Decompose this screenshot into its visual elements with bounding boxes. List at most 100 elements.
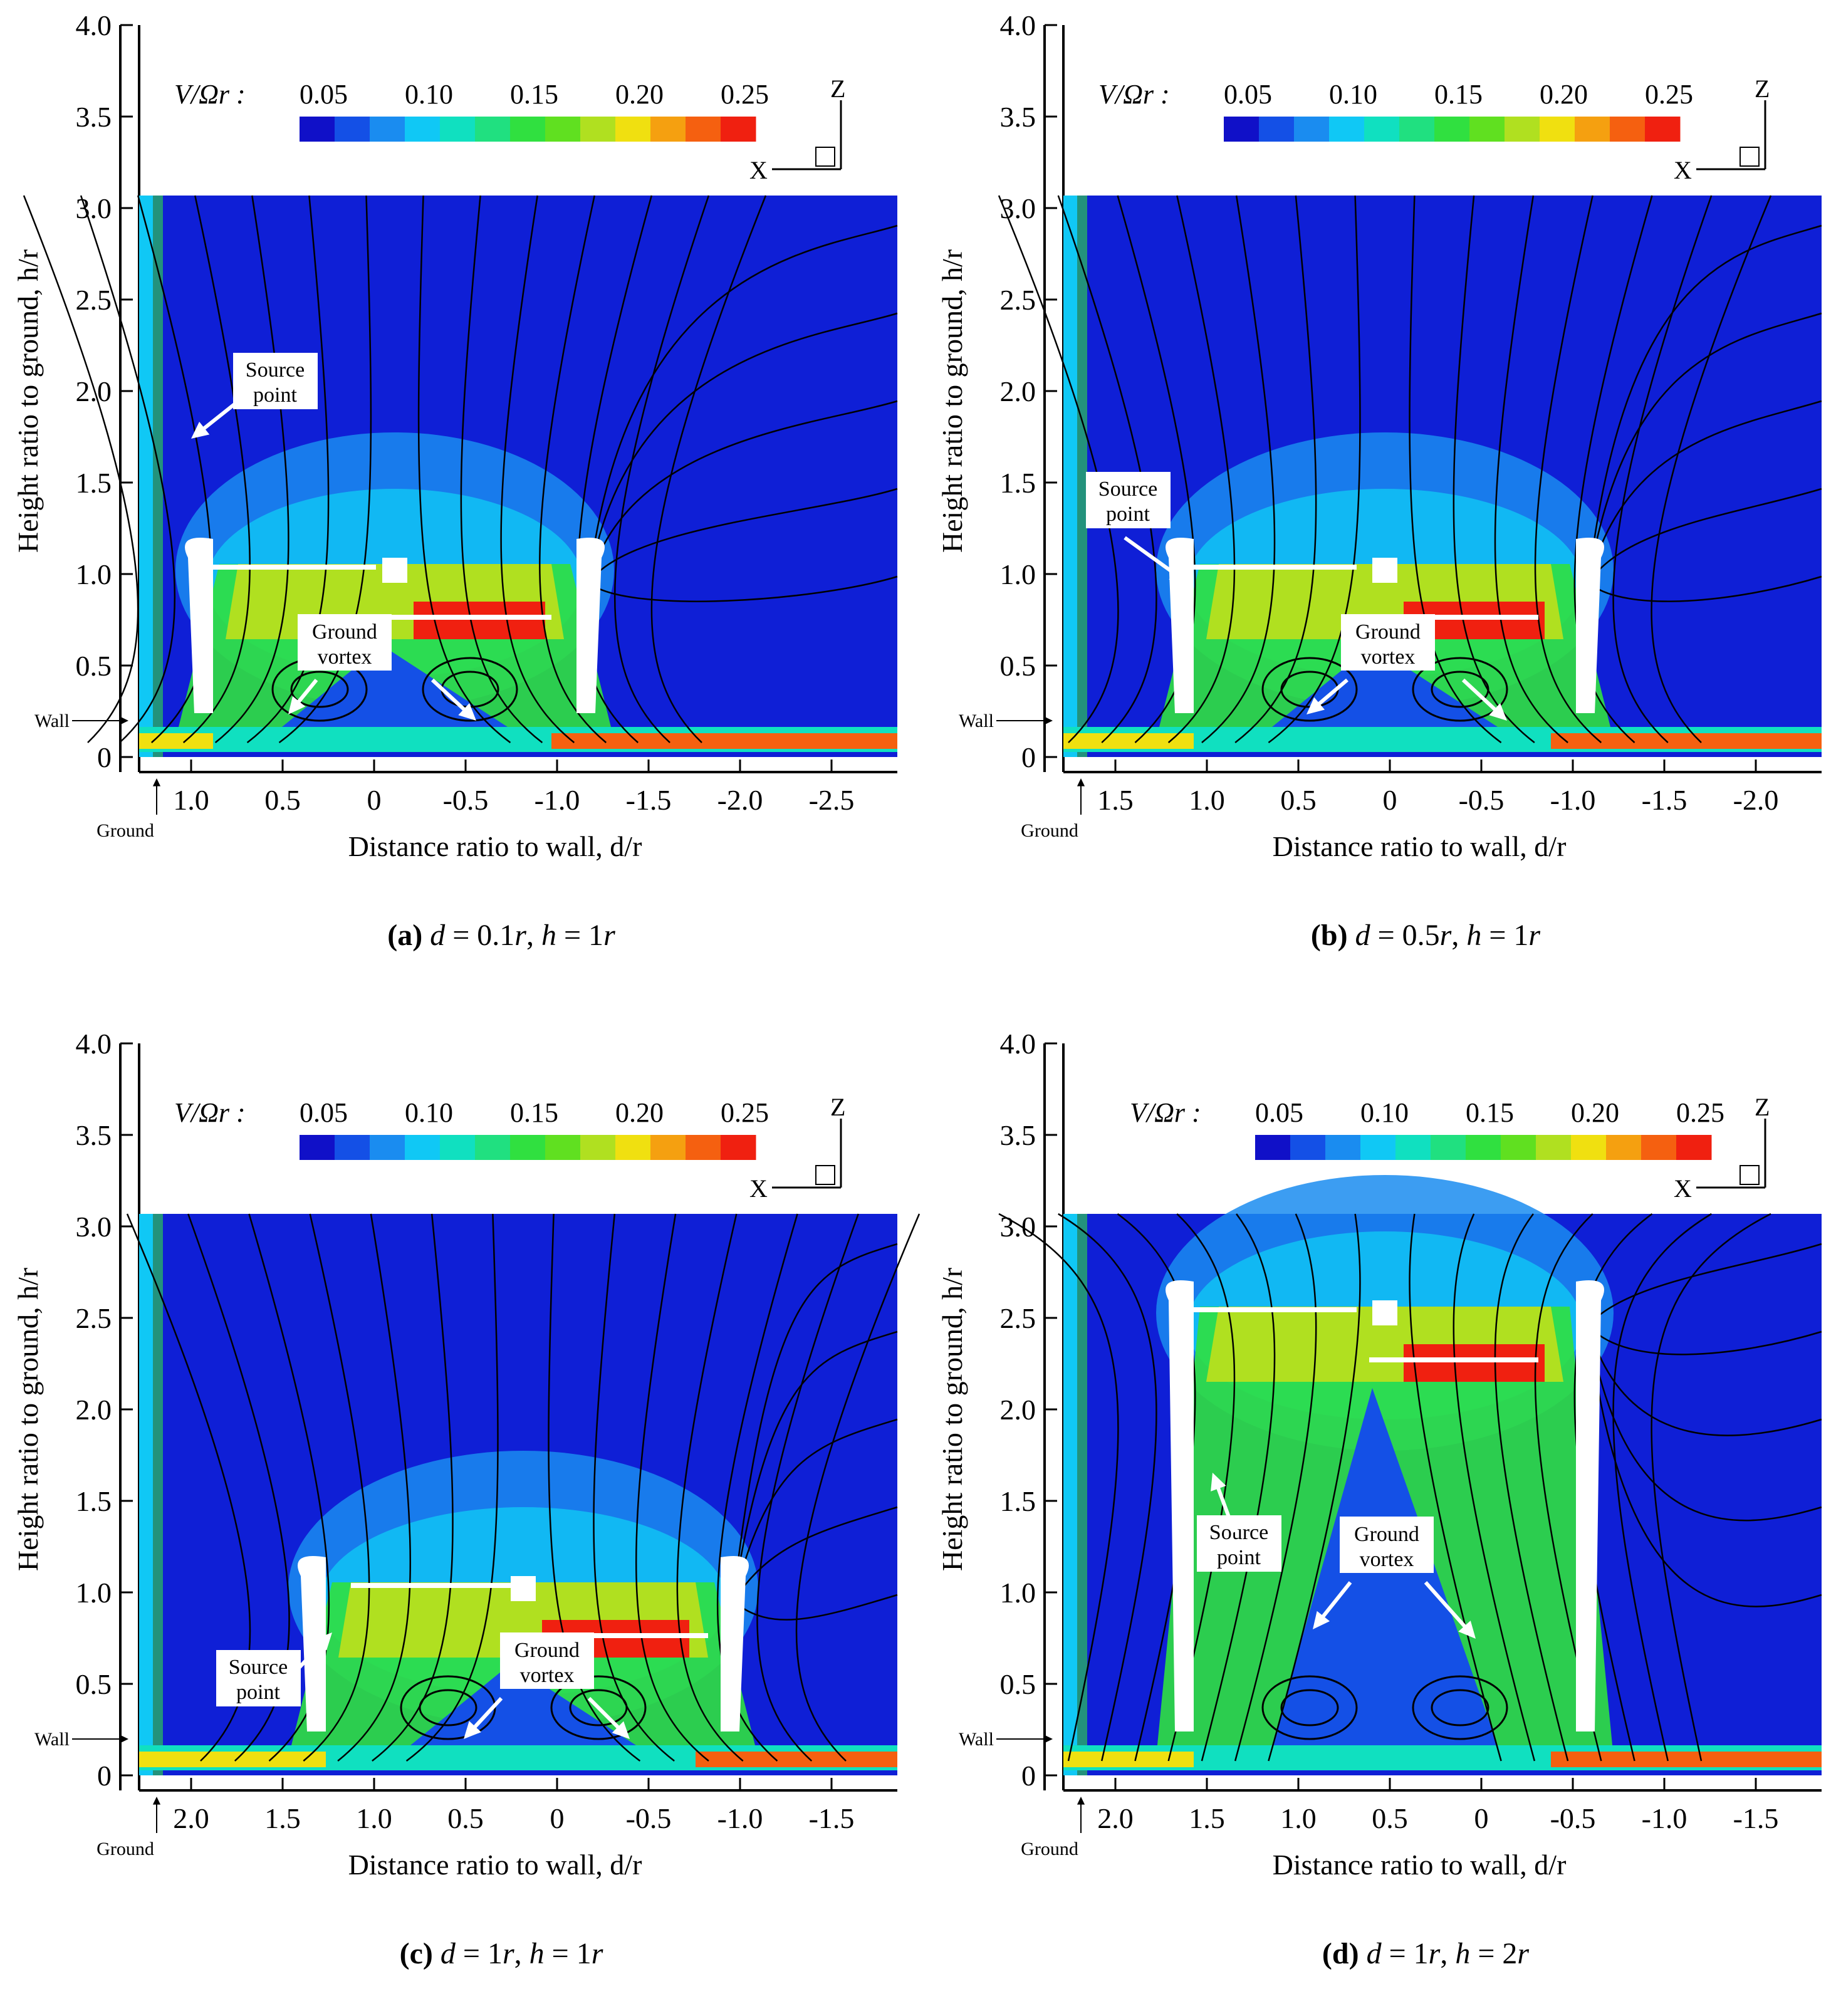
figure-svg: Height ratio to ground, h/r4.03.53.02.52… (12, 9, 898, 862)
colorbar-segment (545, 1135, 581, 1160)
x-tick-label: -0.5 (626, 1802, 672, 1834)
arrow-head (1489, 703, 1507, 721)
ground-vortex-label-line1: Ground (1354, 1523, 1419, 1546)
caption-part: h (541, 919, 556, 952)
arrow-head (1307, 697, 1325, 714)
streamline (756, 1213, 859, 1762)
streamline (187, 1213, 290, 1762)
colorbar-tick-label: 0.05 (300, 79, 348, 110)
colorbar-tick-label: 0.20 (1540, 79, 1588, 110)
ground-vortex-label-line2: vortex (1360, 1548, 1414, 1571)
colorbar-segment (475, 1135, 511, 1160)
wall-label: Wall (34, 1729, 70, 1750)
y-tick-label: 0.5 (76, 650, 112, 682)
y-tick-label: 4.0 (1000, 9, 1036, 41)
y-tick-label: 3.0 (76, 1211, 112, 1243)
streamline (23, 195, 139, 743)
x-axis-label: X (1674, 156, 1692, 184)
y-axis-label: Height ratio to ground, h/r (12, 1268, 44, 1571)
rotor-hub (1372, 558, 1397, 583)
source-point-box (1086, 472, 1171, 528)
streamline-outer (588, 575, 898, 602)
colorbar-segment (580, 117, 616, 142)
colorbar-segment (1575, 117, 1610, 142)
x-tick-label: 1.0 (356, 1802, 392, 1834)
panel-d: Height ratio to ground, h/r 4.0 3.5 3.0 2.5 2… (924, 1018, 1827, 2002)
arrow-head (1211, 1473, 1226, 1491)
streamline (80, 195, 176, 743)
colorbar-segment (1505, 117, 1540, 142)
x-tick-label: -1.0 (717, 1802, 763, 1834)
x-axis-label: Distance ratio to wall, d/r (348, 1849, 642, 1881)
caption-part: r (1439, 919, 1452, 952)
colorbar-segment (510, 1135, 546, 1160)
y-tick-label: 1.5 (76, 1485, 112, 1517)
colorbar-segment (475, 117, 511, 142)
streamline (539, 195, 607, 743)
wall-jet-layer (139, 196, 153, 757)
y-tick-label: 2.5 (1000, 1302, 1036, 1334)
x-axis-label: Distance ratio to wall, d/r (1273, 1849, 1567, 1881)
caption-letter: (a) (387, 919, 423, 952)
colorbar-segment (1399, 117, 1435, 142)
ground-jet-fast-right (551, 733, 897, 749)
ground-label: Ground (1021, 820, 1078, 841)
colorbar-tick-label: 0.05 (300, 1097, 348, 1128)
wall-jet-layer (1063, 1214, 1077, 1775)
streamline (1234, 195, 1317, 743)
colorbar-segment (1540, 117, 1575, 142)
caption-part: , (526, 919, 541, 952)
rotor-hub (382, 558, 407, 583)
colorbar-tick-label: 0.25 (1676, 1097, 1724, 1128)
streamline (1117, 195, 1196, 743)
ground-vortex-box (298, 614, 392, 671)
streamline-outer (1588, 575, 1822, 602)
caption-part: = 1 (1481, 919, 1529, 952)
panel-a: Height ratio to ground, h/r 4.0 3.5 3.0 2.5 2… (0, 0, 902, 984)
caption-part: = 1 (544, 1937, 592, 1970)
source-point-box (233, 353, 318, 409)
colorbar-segment (335, 1135, 370, 1160)
x-tick-label: 1.0 (1280, 1802, 1317, 1834)
x-tick-label: -1.0 (1550, 784, 1596, 816)
ground-jet-fast-right (1551, 1752, 1822, 1767)
panel-b: Height ratio to ground, h/r 4.0 3.5 3.0 2.5 2… (924, 0, 1827, 984)
arrow-head (1045, 1735, 1053, 1743)
colorbar-segment (615, 117, 651, 142)
x-tick-label: -0.5 (1459, 784, 1505, 816)
caption-part: d (1355, 919, 1370, 952)
arrow-head (612, 1721, 630, 1739)
ground-vortex-arrow-right (430, 678, 467, 712)
ground-vortex-right (550, 1675, 647, 1740)
source-point-label-line2: point (253, 384, 297, 407)
ground-vortex-label-line2: vortex (318, 645, 372, 669)
arrow-head (191, 421, 210, 439)
wall-jet-layer-2 (1077, 1214, 1087, 1775)
streamline (1117, 1213, 1196, 1762)
ground-vortex-arrow-left (296, 679, 318, 704)
colorbar-segment (686, 117, 721, 142)
y-tick-label: 4.0 (1000, 1028, 1036, 1060)
streamline (1612, 195, 1713, 743)
colorbar-segment (1610, 117, 1646, 142)
colorbar-segment (686, 1135, 721, 1160)
y-tick-label: 0 (97, 1760, 112, 1792)
streamline (214, 195, 289, 743)
duct-wall-left (185, 538, 213, 713)
duct-wall-right (1576, 1280, 1604, 1731)
y-tick-label: 2.0 (1000, 375, 1036, 407)
x-axis-label: Distance ratio to wall, d/r (348, 830, 642, 862)
arrow-head (288, 696, 306, 714)
colorbar-segment (1606, 1135, 1642, 1160)
colorbar-tick-label: 0.20 (615, 1097, 664, 1128)
source-point-label-line2: point (1217, 1546, 1261, 1569)
streamline (1167, 195, 1236, 743)
streamline (1573, 195, 1653, 743)
colorbar-title: V/Ωr : (174, 1097, 246, 1128)
streamline (1534, 1213, 1602, 1762)
caption-part: = 0.1 (445, 919, 515, 952)
streamline-outer (1588, 1243, 1822, 1326)
x-tick-label: 1.0 (173, 784, 209, 816)
ground-vortex-label-line1: Ground (1355, 620, 1421, 644)
